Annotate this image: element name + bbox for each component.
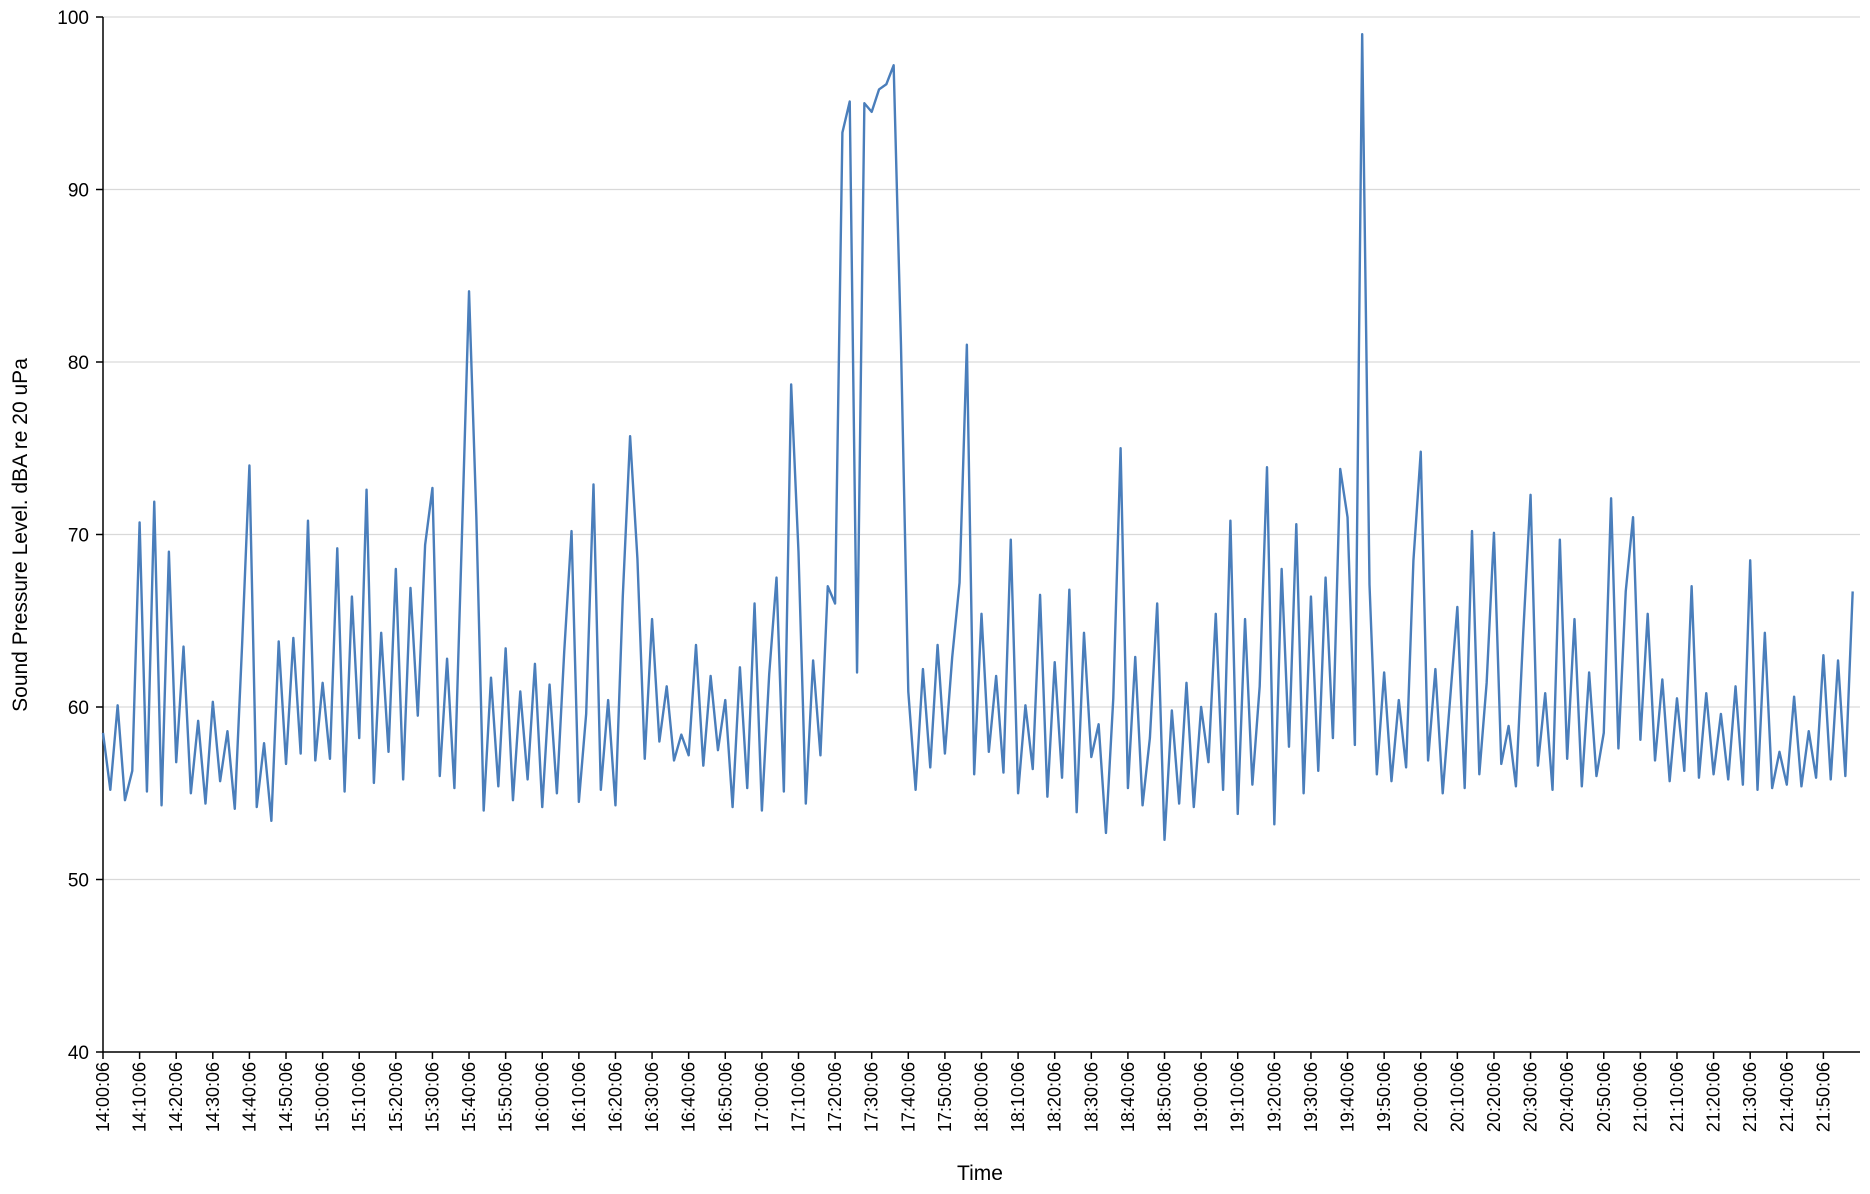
- x-tick-label: 20:20:06: [1484, 1062, 1504, 1132]
- x-tick-label: 15:20:06: [386, 1062, 406, 1132]
- x-tick-label: 16:30:06: [642, 1062, 662, 1132]
- x-tick-label: 18:40:06: [1118, 1062, 1138, 1132]
- x-tick-label: 19:00:06: [1191, 1062, 1211, 1132]
- x-tick-label: 20:30:06: [1521, 1062, 1541, 1132]
- y-tick-label: 50: [68, 871, 89, 892]
- x-tick-label: 20:00:06: [1411, 1062, 1431, 1132]
- y-axis-title: Sound Pressure Level. dBA re 20 uPa: [9, 358, 32, 712]
- x-tick-label: 17:20:06: [825, 1062, 845, 1132]
- x-tick-label: 14:40:06: [239, 1062, 259, 1132]
- x-tick-label: 17:30:06: [862, 1062, 882, 1132]
- x-tick-label: 17:00:06: [752, 1062, 772, 1132]
- x-tick-label: 18:10:06: [1008, 1062, 1028, 1132]
- x-tick-label: 14:10:06: [130, 1062, 150, 1132]
- x-tick-label: 17:10:06: [788, 1062, 808, 1132]
- x-axis-title: Time: [957, 1162, 1003, 1185]
- x-tick-label: 15:50:06: [496, 1062, 516, 1132]
- x-tick-label: 15:40:06: [459, 1062, 479, 1132]
- x-tick-label: 21:30:06: [1740, 1062, 1760, 1132]
- x-tick-label: 16:10:06: [569, 1062, 589, 1132]
- x-tick-label: 14:50:06: [276, 1062, 296, 1132]
- x-tick-label: 21:20:06: [1704, 1062, 1724, 1132]
- x-tick-label: 19:10:06: [1228, 1062, 1248, 1132]
- x-tick-label: 20:10:06: [1447, 1062, 1467, 1132]
- x-tick-label: 15:30:06: [422, 1062, 442, 1132]
- x-tick-label: 17:40:06: [898, 1062, 918, 1132]
- x-tick-label: 18:50:06: [1155, 1062, 1175, 1132]
- x-tick-label: 18:00:06: [972, 1062, 992, 1132]
- x-tick-label: 18:30:06: [1081, 1062, 1101, 1132]
- x-tick-label: 21:50:06: [1813, 1062, 1833, 1132]
- x-tick-label: 14:00:06: [93, 1062, 113, 1132]
- y-tick-label: 70: [68, 526, 89, 547]
- x-tick-label: 18:20:06: [1045, 1062, 1065, 1132]
- x-tick-label: 15:00:06: [313, 1062, 333, 1132]
- x-tick-label: 19:20:06: [1264, 1062, 1284, 1132]
- x-tick-label: 21:40:06: [1777, 1062, 1797, 1132]
- y-tick-label: 80: [68, 353, 89, 374]
- x-tick-label: 14:30:06: [203, 1062, 223, 1132]
- x-tick-label: 16:20:06: [605, 1062, 625, 1132]
- x-tick-label: 16:50:06: [715, 1062, 735, 1132]
- x-tick-label: 20:40:06: [1557, 1062, 1577, 1132]
- y-tick-label: 40: [68, 1043, 89, 1064]
- x-tick-label: 19:30:06: [1301, 1062, 1321, 1132]
- x-tick-label: 17:50:06: [935, 1062, 955, 1132]
- x-tick-label: 14:20:06: [166, 1062, 186, 1132]
- x-tick-label: 21:00:06: [1630, 1062, 1650, 1132]
- y-tick-label: 90: [68, 181, 89, 202]
- y-tick-label: 60: [68, 698, 89, 719]
- x-tick-label: 19:40:06: [1338, 1062, 1358, 1132]
- y-tick-label: 100: [57, 8, 89, 29]
- x-tick-label: 19:50:06: [1374, 1062, 1394, 1132]
- x-tick-label: 21:10:06: [1667, 1062, 1687, 1132]
- data-line: [101, 33, 1854, 842]
- x-tick-label: 16:40:06: [679, 1062, 699, 1132]
- x-tick-label: 16:00:06: [532, 1062, 552, 1132]
- x-tick-label: 20:50:06: [1594, 1062, 1614, 1132]
- x-tick-label: 15:10:06: [349, 1062, 369, 1132]
